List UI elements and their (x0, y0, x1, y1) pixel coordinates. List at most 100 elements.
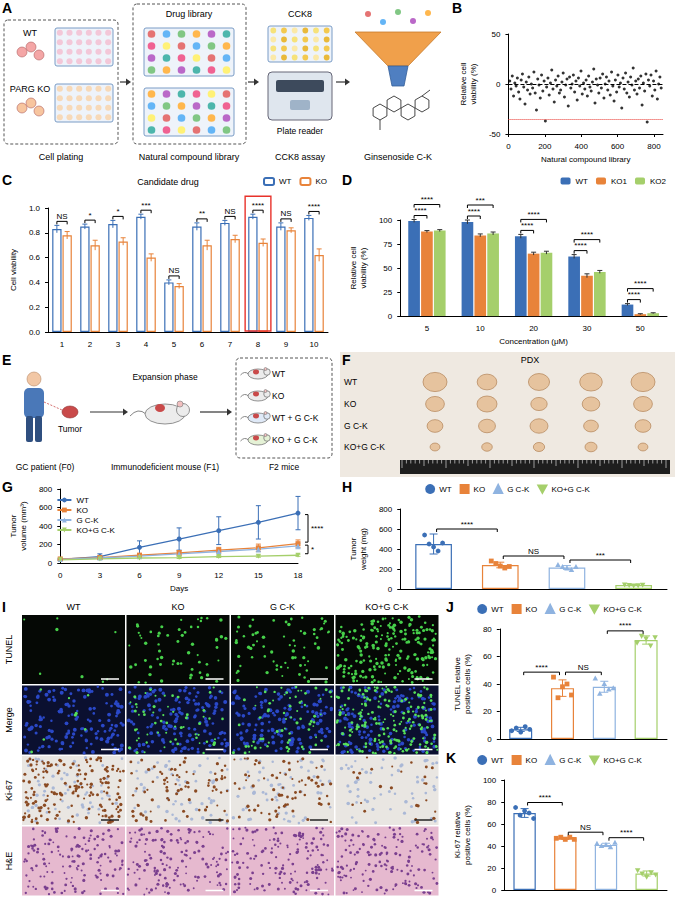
svg-text:0.6: 0.6 (29, 253, 41, 262)
svg-text:20: 20 (487, 864, 496, 873)
svg-text:KO+G C-K: KO+G C-K (344, 442, 385, 452)
svg-text:KO: KO (344, 399, 357, 409)
svg-text:KO+G C-K: KO+G C-K (76, 526, 115, 535)
svg-text:20: 20 (529, 324, 538, 333)
svg-text:NS: NS (224, 207, 235, 216)
svg-text:positive cells (%): positive cells (%) (463, 805, 472, 865)
svg-text:****: **** (619, 621, 631, 630)
svg-text:WT: WT (272, 369, 285, 379)
svg-text:WT: WT (439, 485, 452, 494)
svg-text:50: 50 (383, 264, 392, 273)
svg-text:15: 15 (254, 571, 263, 580)
svg-text:Ki-67: Ki-67 (4, 780, 14, 801)
svg-text:Concentration (μM): Concentration (μM) (499, 337, 568, 346)
svg-text:NS: NS (528, 547, 539, 556)
svg-text:600: 600 (379, 525, 393, 534)
svg-text:200: 200 (379, 565, 393, 574)
svg-text:Days: Days (170, 584, 188, 593)
svg-text:KO+G C-K: KO+G C-K (551, 485, 590, 494)
svg-text:0.8: 0.8 (29, 228, 41, 237)
svg-text:H&E: H&E (4, 852, 14, 871)
svg-text:NS: NS (168, 266, 179, 275)
svg-text:****: **** (311, 524, 323, 533)
svg-text:*: * (311, 545, 314, 554)
svg-text:PDX: PDX (521, 355, 540, 365)
svg-text:Drug library: Drug library (166, 9, 213, 19)
svg-text:WT: WT (279, 177, 292, 186)
svg-text:Natural compound library: Natural compound library (139, 152, 240, 162)
svg-text:600: 600 (39, 503, 53, 512)
svg-text:6: 6 (137, 571, 142, 580)
svg-text:****: **** (252, 201, 264, 210)
svg-text:Relative cell: Relative cell (349, 246, 358, 289)
svg-text:****: **** (421, 195, 433, 204)
svg-text:KO+G C-K: KO+G C-K (365, 602, 408, 612)
svg-text:G C-K: G C-K (507, 485, 530, 494)
svg-text:WT: WT (344, 377, 357, 387)
svg-text:50: 50 (492, 30, 501, 39)
svg-text:G C-K: G C-K (559, 756, 582, 765)
svg-text:TUNEL: TUNEL (4, 635, 14, 665)
svg-text:50: 50 (636, 324, 645, 333)
svg-text:0: 0 (487, 735, 492, 744)
svg-text:KO+G C-K: KO+G C-K (603, 605, 642, 614)
svg-text:18: 18 (294, 571, 303, 580)
svg-text:800: 800 (39, 485, 53, 494)
svg-text:100: 100 (483, 776, 497, 785)
svg-text:****: **** (461, 520, 473, 529)
svg-text:8: 8 (256, 340, 261, 349)
svg-text:WT: WT (576, 177, 589, 186)
svg-text:100: 100 (379, 216, 393, 225)
svg-text:G C-K: G C-K (559, 605, 582, 614)
svg-text:NS: NS (580, 823, 591, 832)
svg-text:Tumor: Tumor (58, 424, 82, 434)
svg-text:1.0: 1.0 (29, 204, 41, 213)
svg-text:0: 0 (492, 886, 497, 895)
svg-text:****: **** (539, 793, 551, 802)
svg-text:KO+G C-K: KO+G C-K (603, 756, 642, 765)
svg-text:5: 5 (425, 324, 430, 333)
svg-text:****: **** (574, 241, 586, 250)
svg-text:****: **** (628, 290, 640, 299)
svg-text:WT: WT (23, 28, 37, 38)
svg-text:5: 5 (172, 340, 177, 349)
svg-text:Ki-67 relative: Ki-67 relative (453, 811, 462, 858)
svg-text:800: 800 (379, 505, 393, 514)
svg-text:**: ** (199, 209, 205, 218)
svg-text:Merge: Merge (4, 707, 14, 733)
svg-text:NS: NS (56, 212, 67, 221)
svg-text:800: 800 (647, 142, 661, 151)
svg-text:CCK8: CCK8 (288, 9, 312, 19)
svg-text:****: **** (527, 210, 539, 219)
svg-text:****: **** (521, 221, 533, 230)
svg-text:Tumor: Tumor (349, 537, 358, 560)
svg-text:12: 12 (214, 571, 223, 580)
svg-text:WT: WT (491, 605, 504, 614)
svg-text:***: *** (596, 551, 605, 560)
svg-text:400: 400 (379, 545, 393, 554)
svg-text:NS: NS (280, 209, 291, 218)
svg-text:40: 40 (487, 842, 496, 851)
svg-text:80: 80 (483, 625, 492, 634)
svg-text:Ginsenoside C-K: Ginsenoside C-K (364, 152, 432, 162)
svg-text:Expansion phase: Expansion phase (132, 372, 197, 382)
svg-text:9: 9 (177, 571, 182, 580)
svg-text:****: **** (620, 828, 632, 837)
svg-text:0.2: 0.2 (29, 303, 41, 312)
svg-text:25: 25 (383, 288, 392, 297)
svg-text:0.4: 0.4 (29, 278, 41, 287)
svg-text:F2 mice: F2 mice (269, 462, 300, 472)
svg-text:200: 200 (538, 142, 552, 151)
svg-text:10: 10 (310, 340, 319, 349)
svg-text:weight (mg): weight (mg) (359, 528, 368, 571)
svg-text:7: 7 (228, 340, 233, 349)
svg-text:10: 10 (476, 324, 485, 333)
svg-text:PARG KO: PARG KO (10, 84, 50, 94)
svg-text:Relative cell: Relative cell (459, 62, 468, 105)
svg-text:Tumor: Tumor (9, 514, 18, 537)
svg-text:0: 0 (388, 585, 393, 594)
svg-text:GC patient (F0): GC patient (F0) (16, 462, 75, 472)
svg-text:KO2: KO2 (650, 177, 667, 186)
svg-text:0: 0 (58, 571, 63, 580)
svg-text:20: 20 (483, 707, 492, 716)
